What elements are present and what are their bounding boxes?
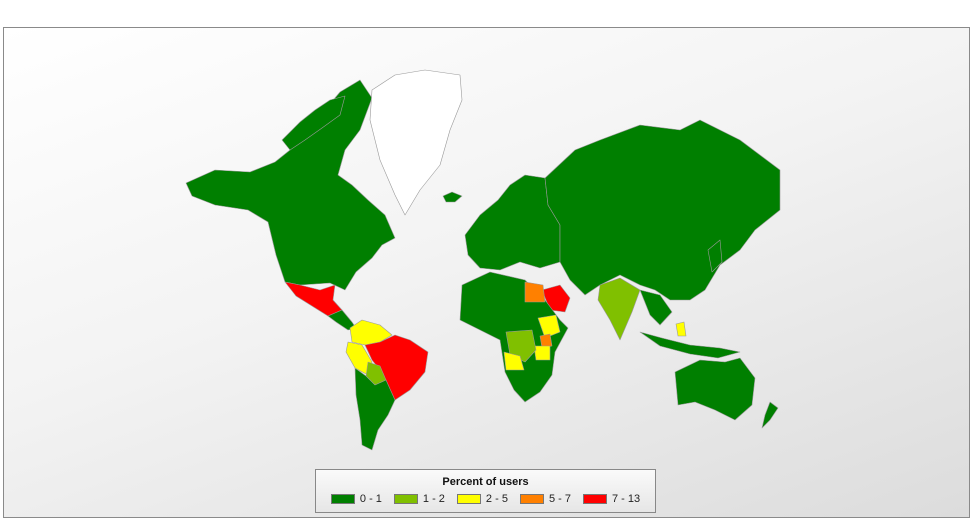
legend-label: 0 - 1	[359, 493, 382, 505]
region-egypt[interactable]	[524, 281, 546, 303]
legend-label: 2 - 5	[485, 493, 508, 505]
region-angola[interactable]	[503, 351, 525, 371]
legend-item: 2 - 5	[456, 493, 508, 505]
region-indonesia[interactable]	[639, 331, 741, 359]
map-legend: Percent of users 0 - 1 1 - 2 2 - 5 5 - 7…	[315, 469, 656, 513]
south-america	[345, 319, 429, 451]
region-australia[interactable]	[674, 357, 756, 421]
africa	[459, 271, 569, 403]
legend-swatch	[330, 494, 355, 504]
legend-swatch	[456, 494, 481, 504]
legend-title: Percent of users	[442, 476, 529, 488]
region-southern-cone[interactable]	[354, 367, 396, 451]
map-frame	[3, 27, 970, 518]
legend-label: 7 - 13	[611, 493, 641, 505]
legend-label: 5 - 7	[548, 493, 571, 505]
legend-swatch	[393, 494, 418, 504]
legend-label: 1 - 2	[422, 493, 445, 505]
legend-item: 7 - 13	[582, 493, 641, 505]
region-canada-usa[interactable]	[185, 79, 396, 291]
region-india[interactable]	[597, 277, 641, 341]
region-tanzania[interactable]	[533, 345, 551, 361]
region-ethiopia[interactable]	[537, 314, 561, 339]
region-europe[interactable]	[464, 174, 561, 271]
region-colombia-venezuela[interactable]	[349, 319, 393, 346]
region-arctic-islands[interactable]	[281, 95, 346, 151]
region-iceland[interactable]	[442, 191, 463, 203]
region-russia-asia[interactable]	[544, 119, 781, 301]
legend-swatch	[519, 494, 544, 504]
legend-item: 0 - 1	[330, 493, 382, 505]
legend-swatch	[582, 494, 607, 504]
region-dr-congo[interactable]	[505, 329, 537, 363]
region-greenland[interactable]	[369, 69, 463, 216]
region-southeast-asia[interactable]	[639, 289, 673, 326]
region-new-zealand[interactable]	[761, 401, 779, 429]
north-america	[185, 69, 463, 331]
region-philippines[interactable]	[675, 321, 687, 337]
region-mexico[interactable]	[284, 281, 343, 317]
europe-asia	[464, 119, 781, 341]
region-japan[interactable]	[707, 239, 723, 273]
legend-item: 5 - 7	[519, 493, 571, 505]
region-kenya[interactable]	[539, 333, 553, 349]
legend-item: 1 - 2	[393, 493, 445, 505]
oceania	[639, 321, 779, 429]
